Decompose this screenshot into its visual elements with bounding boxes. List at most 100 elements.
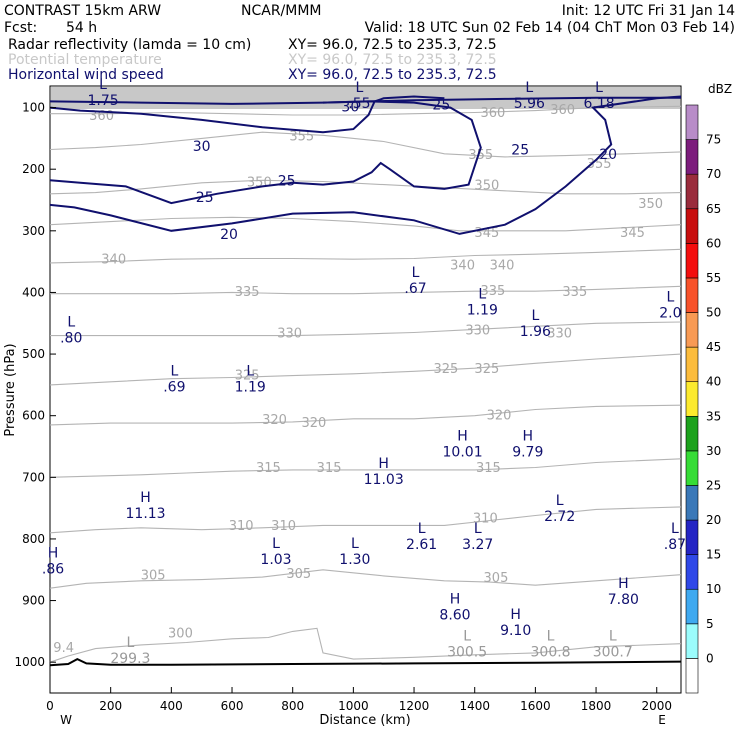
- extremum-letter: L: [531, 308, 539, 324]
- plot-frame: [49, 85, 682, 694]
- colorbar-title: dBZ: [708, 82, 732, 96]
- theta-label: 320: [302, 416, 327, 431]
- colorbar-level: 5: [706, 617, 714, 631]
- y-tick-label: 900: [22, 594, 45, 608]
- extremum-value: 2.61: [406, 537, 437, 553]
- colorbar-level: 70: [706, 167, 721, 181]
- theta-contour-310: [49, 506, 682, 534]
- y-tick-label: 800: [22, 532, 45, 546]
- theta-label: 355: [468, 148, 493, 163]
- field-xy-reflectivity: XY= 96.0, 72.5 to 235.3, 72.5: [288, 37, 497, 53]
- extremum-value: 1.03: [260, 552, 291, 568]
- colorbar-swatch: [685, 623, 699, 659]
- extremum-letter: L: [556, 493, 564, 509]
- extremum-value: 1.19: [467, 303, 498, 319]
- theta-label: 305: [286, 567, 311, 582]
- theta-label: 335: [480, 284, 505, 299]
- extremum-letter: H: [48, 545, 59, 561]
- extremum-value: 1.75: [88, 93, 119, 109]
- extremum-value: 8.60: [439, 608, 470, 624]
- extremum-letter: L: [99, 77, 107, 93]
- x-axis-label: Distance (km): [319, 713, 410, 728]
- extremum-value: 299.3: [110, 651, 150, 667]
- extremum-letter: L: [126, 635, 134, 651]
- colorbar-swatch: [685, 485, 699, 521]
- windspeed-contour-30: [49, 95, 445, 134]
- theta-label: 360: [550, 103, 575, 118]
- theta-contour-325: [49, 353, 682, 386]
- terrain: [49, 657, 682, 667]
- extremum-value: 3.27: [462, 537, 493, 553]
- theta-label: 345: [620, 226, 645, 241]
- extremum-value: 9.10: [500, 623, 531, 639]
- windspeed-contour-20: [49, 95, 682, 235]
- theta-label: 325: [433, 362, 458, 377]
- colorbar-level: 15: [706, 548, 721, 562]
- extremum-value: 10.01: [443, 444, 483, 460]
- extremum-value: 1.19: [235, 380, 266, 396]
- extremum-value: 5.96: [514, 96, 545, 112]
- extremum-letter: L: [412, 265, 420, 281]
- extremum-letter: L: [67, 314, 75, 330]
- extremum-letter: H: [450, 592, 461, 608]
- colorbar-swatch: [685, 346, 699, 383]
- extremum-value: 300.5: [447, 645, 487, 661]
- theta-label: 325: [474, 362, 499, 377]
- extremum-value: .87: [664, 537, 686, 553]
- x-tick-label: 1600: [520, 699, 551, 713]
- windspeed-label: 20: [220, 227, 238, 243]
- colorbar-level: 0: [706, 651, 714, 665]
- theta-label: 340: [490, 259, 515, 274]
- theta-label: 315: [476, 461, 501, 476]
- field-xy-theta: XY= 96.0, 72.5 to 235.3, 72.5: [288, 52, 497, 68]
- extremum-letter: L: [478, 287, 486, 303]
- colorbar-level: 60: [706, 236, 721, 250]
- extremum-letter: H: [140, 490, 151, 506]
- theta-contours: 9.4 300 305 305 305 310 310 310 315 315 315 320 320 3…: [49, 103, 682, 663]
- valid-time: Valid: 18 UTC Sun 02 Feb 14 (04 ChT Mon …: [365, 20, 735, 36]
- x-end-east: E: [658, 713, 666, 727]
- theta-label: 305: [484, 571, 509, 586]
- x-tick-label: 1000: [338, 699, 369, 713]
- theta-contour-330: [50, 321, 682, 337]
- extremum-letter: H: [510, 607, 521, 623]
- windspeed-label: 25: [278, 173, 296, 189]
- colorbar-level: 30: [706, 444, 721, 458]
- colorbar-swatch: [685, 208, 699, 244]
- colorbar-level: 40: [706, 375, 721, 389]
- windspeed-label: 20: [599, 147, 617, 163]
- extremum-value: .86: [42, 561, 64, 577]
- extremum-letter: L: [547, 629, 555, 645]
- theta-contour-335: [50, 285, 682, 295]
- windspeed-label: 25: [196, 190, 214, 206]
- extremum-value: 11.13: [126, 506, 166, 522]
- y-tick-label: 400: [22, 285, 45, 299]
- colorbar-swatch: [685, 104, 699, 140]
- theta-contour-360: [50, 105, 682, 116]
- theta-label: 9.4: [53, 641, 74, 656]
- theta-label: 320: [262, 413, 287, 428]
- theta-label: 310: [473, 511, 498, 526]
- theta-label: 315: [256, 461, 281, 476]
- extremum-value: .69: [163, 380, 185, 396]
- field-xy-windspeed: XY= 96.0, 72.5 to 235.3, 72.5: [288, 67, 497, 83]
- colorbar-level: 65: [706, 202, 721, 216]
- windspeed-label: 25: [432, 97, 450, 113]
- theta-label: 350: [638, 197, 663, 212]
- terrain-surface: [49, 657, 682, 667]
- extremum-value: 2.72: [544, 509, 575, 525]
- extremum-letter: L: [525, 80, 533, 96]
- colorbar-level: 10: [706, 582, 721, 596]
- forecast-label: Fcst:: [4, 20, 37, 36]
- y-tick-label: 300: [22, 224, 45, 238]
- colorbar-swatch: [685, 415, 699, 452]
- extremum-value: 11.03: [364, 472, 404, 488]
- x-tick-label: 2000: [641, 699, 672, 713]
- extremum-letter: L: [170, 364, 178, 380]
- extremum-value: 300.8: [531, 645, 571, 661]
- x-end-west: W: [60, 713, 72, 727]
- y-tick-label: 600: [22, 409, 45, 423]
- theta-contour-320: [49, 404, 682, 426]
- theta-label: 325: [235, 368, 260, 383]
